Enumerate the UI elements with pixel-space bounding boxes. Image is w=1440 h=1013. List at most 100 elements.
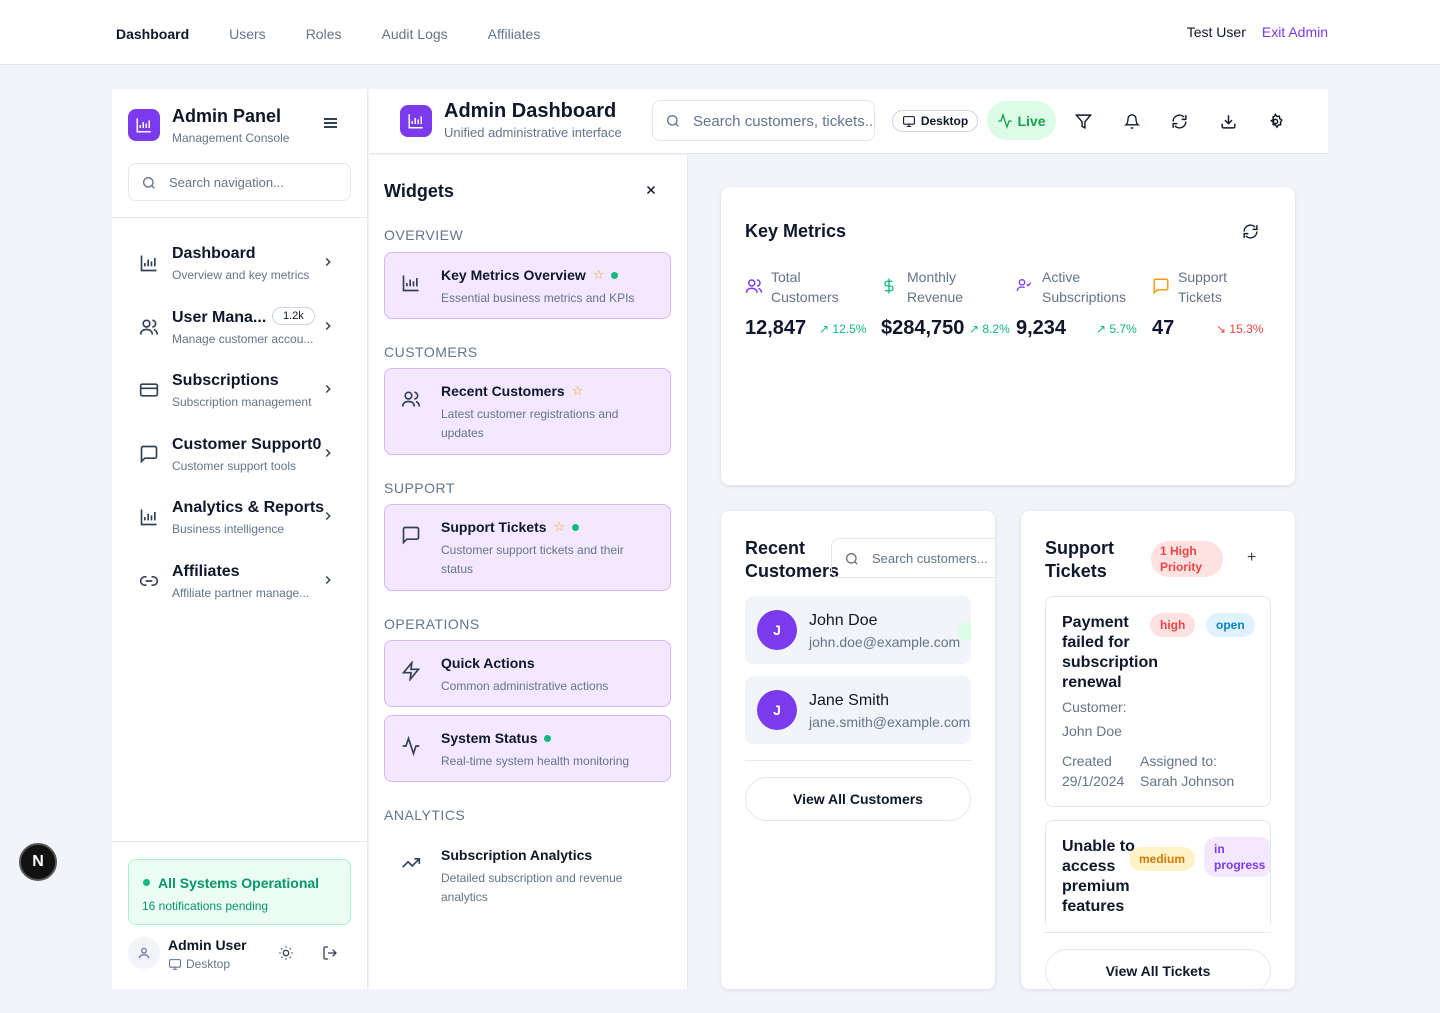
metric-value: $284,750 (881, 317, 965, 339)
monitor-icon (902, 115, 915, 127)
users-icon (745, 279, 763, 293)
current-user-name: Test User (1186, 24, 1246, 40)
admin-logo (128, 109, 160, 141)
section-customers: CUSTOMERS (384, 344, 478, 360)
metric-value: 47 (1152, 317, 1175, 339)
widget-support-tickets[interactable]: Support Tickets ☆ Customer support ticket… (384, 504, 671, 591)
global-search-input[interactable]: Search customers, tickets... (652, 100, 875, 141)
sidebar-search-input[interactable]: Search navigation... (128, 163, 351, 201)
widget-recent-customers[interactable]: Recent Customers ☆ Latest customer regist… (384, 368, 671, 455)
sidebar-item-desc: Business intelligence (172, 522, 285, 536)
users-icon (401, 391, 421, 407)
device-label: Desktop (920, 114, 969, 128)
sidebar-item-user-management[interactable]: User Mana... 1.2k Manage customer accou.… (128, 305, 352, 359)
priority-badge: medium (1129, 847, 1196, 871)
star-icon[interactable]: ☆ (571, 383, 584, 398)
admin-user-name: Admin User (168, 937, 247, 953)
system-status-box: All Systems Operational 16 notifications… (128, 859, 351, 925)
widget-desc: Essential business metrics and KPIs (441, 291, 635, 305)
dashboard-logo (400, 105, 432, 137)
filter-icon[interactable] (1075, 113, 1092, 130)
metric-label: Active Subscriptions (1042, 269, 1127, 305)
sidebar-item-desc: Overview and key metrics (172, 268, 310, 282)
status-badge: in progress (1204, 837, 1270, 877)
activity-icon (998, 112, 1013, 129)
notifications-pending: 16 notifications pending (142, 899, 269, 913)
sidebar-item-label: Subscriptions (172, 372, 279, 389)
sidebar-item-label: User Mana... (172, 309, 267, 326)
ticket-item[interactable]: Unable to access premium features medium… (1045, 820, 1271, 924)
view-all-customers-button[interactable]: View All Customers (745, 777, 971, 821)
live-toggle-button[interactable]: Live (987, 101, 1056, 140)
download-icon[interactable] (1220, 113, 1237, 130)
widget-key-metrics[interactable]: Key Metrics Overview ☆ Essential business… (384, 252, 671, 319)
customer-search-placeholder: Search customers... (872, 551, 988, 566)
active-dot (572, 523, 580, 531)
customer-search-input[interactable]: Search customers... (831, 538, 995, 578)
ticket-item[interactable]: Payment failed for subscription renewal … (1045, 596, 1271, 807)
widget-quick-actions[interactable]: Quick Actions Common administrative acti… (384, 640, 671, 707)
refresh-icon[interactable] (1242, 223, 1259, 240)
sidebar-item-subscriptions[interactable]: Subscriptions Subscription management (128, 368, 352, 422)
bell-icon[interactable] (1124, 113, 1140, 130)
device-badge[interactable]: Desktop (892, 110, 978, 132)
exit-admin-link[interactable]: Exit Admin (1261, 24, 1328, 40)
sidebar-item-label: Customer Support0 (172, 436, 322, 453)
top-nav-affiliates[interactable]: Affiliates (487, 26, 541, 42)
sidebar-item-label: Dashboard (172, 245, 256, 262)
close-icon[interactable] (644, 183, 658, 197)
high-priority-badge: 1 High Priority (1151, 541, 1223, 577)
avatar[interactable] (128, 937, 160, 969)
top-nav-roles[interactable]: Roles (305, 26, 342, 42)
customer-row[interactable]: J Jane Smith jane.smith@example.com (745, 676, 971, 744)
top-nav-users[interactable]: Users (229, 26, 266, 42)
star-icon[interactable]: ☆ (592, 267, 605, 282)
support-tickets-card: Support Tickets 1 High Priority + Payment… (1021, 511, 1295, 989)
sidebar-item-customer-support[interactable]: Customer Support0 Customer support tools (128, 432, 352, 486)
widget-desc: Common administrative actions (441, 679, 609, 693)
metric-change: ↗ 8.2% (969, 322, 1010, 336)
ticket-assignee: Sarah Johnson (1140, 773, 1235, 789)
sidebar-item-desc: Customer support tools (172, 459, 297, 473)
metric-change-value: 5.7% (1109, 322, 1137, 336)
settings-icon[interactable] (1267, 113, 1284, 130)
top-nav-audit-logs[interactable]: Audit Logs (381, 26, 448, 42)
sidebar-divider (112, 217, 368, 218)
add-ticket-button[interactable]: + (1247, 549, 1257, 566)
metric-change-value: 12.5% (832, 322, 867, 336)
link-icon (139, 576, 159, 586)
next-dev-button[interactable]: N (19, 843, 57, 881)
top-nav-dashboard[interactable]: Dashboard (116, 26, 190, 42)
sidebar-item-analytics[interactable]: Analytics & Reports Business intelligenc… (128, 495, 352, 549)
logout-icon[interactable] (322, 945, 338, 961)
credit-card-icon (139, 383, 159, 397)
view-all-tickets-button[interactable]: View All Tickets (1045, 949, 1271, 989)
widget-desc: Real-time system health monitoring (441, 754, 630, 768)
chevron-right-icon (325, 257, 331, 267)
widget-desc: Latest customer registrations and update… (441, 407, 619, 440)
metric-change-value: 15.3% (1229, 322, 1264, 336)
sidebar-item-label: Affiliates (172, 563, 240, 580)
sidebar-title: Admin Panel (172, 106, 282, 126)
widget-system-status[interactable]: System Status Real-time system health mo… (384, 715, 671, 782)
chevron-right-icon (325, 448, 331, 458)
sidebar-item-dashboard[interactable]: Dashboard Overview and key metrics (128, 241, 352, 295)
avatar: J (757, 610, 797, 650)
sun-icon[interactable] (278, 945, 294, 961)
dashboard-header: Admin Dashboard Unified administrative i… (369, 89, 1328, 154)
sidebar-divider (112, 841, 368, 842)
key-metrics-title: Key Metrics (745, 221, 847, 241)
star-icon[interactable]: ☆ (553, 519, 566, 534)
widget-desc: Customer support tickets and their statu… (441, 543, 624, 576)
sidebar-item-affiliates[interactable]: Affiliates Affiliate partner manage... (128, 559, 352, 613)
widget-title-wrap: Quick Actions (441, 655, 535, 671)
customer-row[interactable]: J John Doe john.doe@example.com (745, 596, 971, 664)
widget-subscription-analytics[interactable]: Subscription Analytics Detailed subscrip… (384, 832, 671, 919)
refresh-icon[interactable] (1171, 113, 1188, 130)
widget-title-wrap: Subscription Analytics (441, 847, 592, 863)
widget-title-wrap: Recent Customers ☆ (441, 383, 583, 399)
menu-icon[interactable] (324, 117, 338, 129)
users-icon (139, 319, 159, 335)
widget-desc: Detailed subscription and revenue analyt… (441, 871, 623, 904)
user-device: Desktop (168, 957, 230, 971)
